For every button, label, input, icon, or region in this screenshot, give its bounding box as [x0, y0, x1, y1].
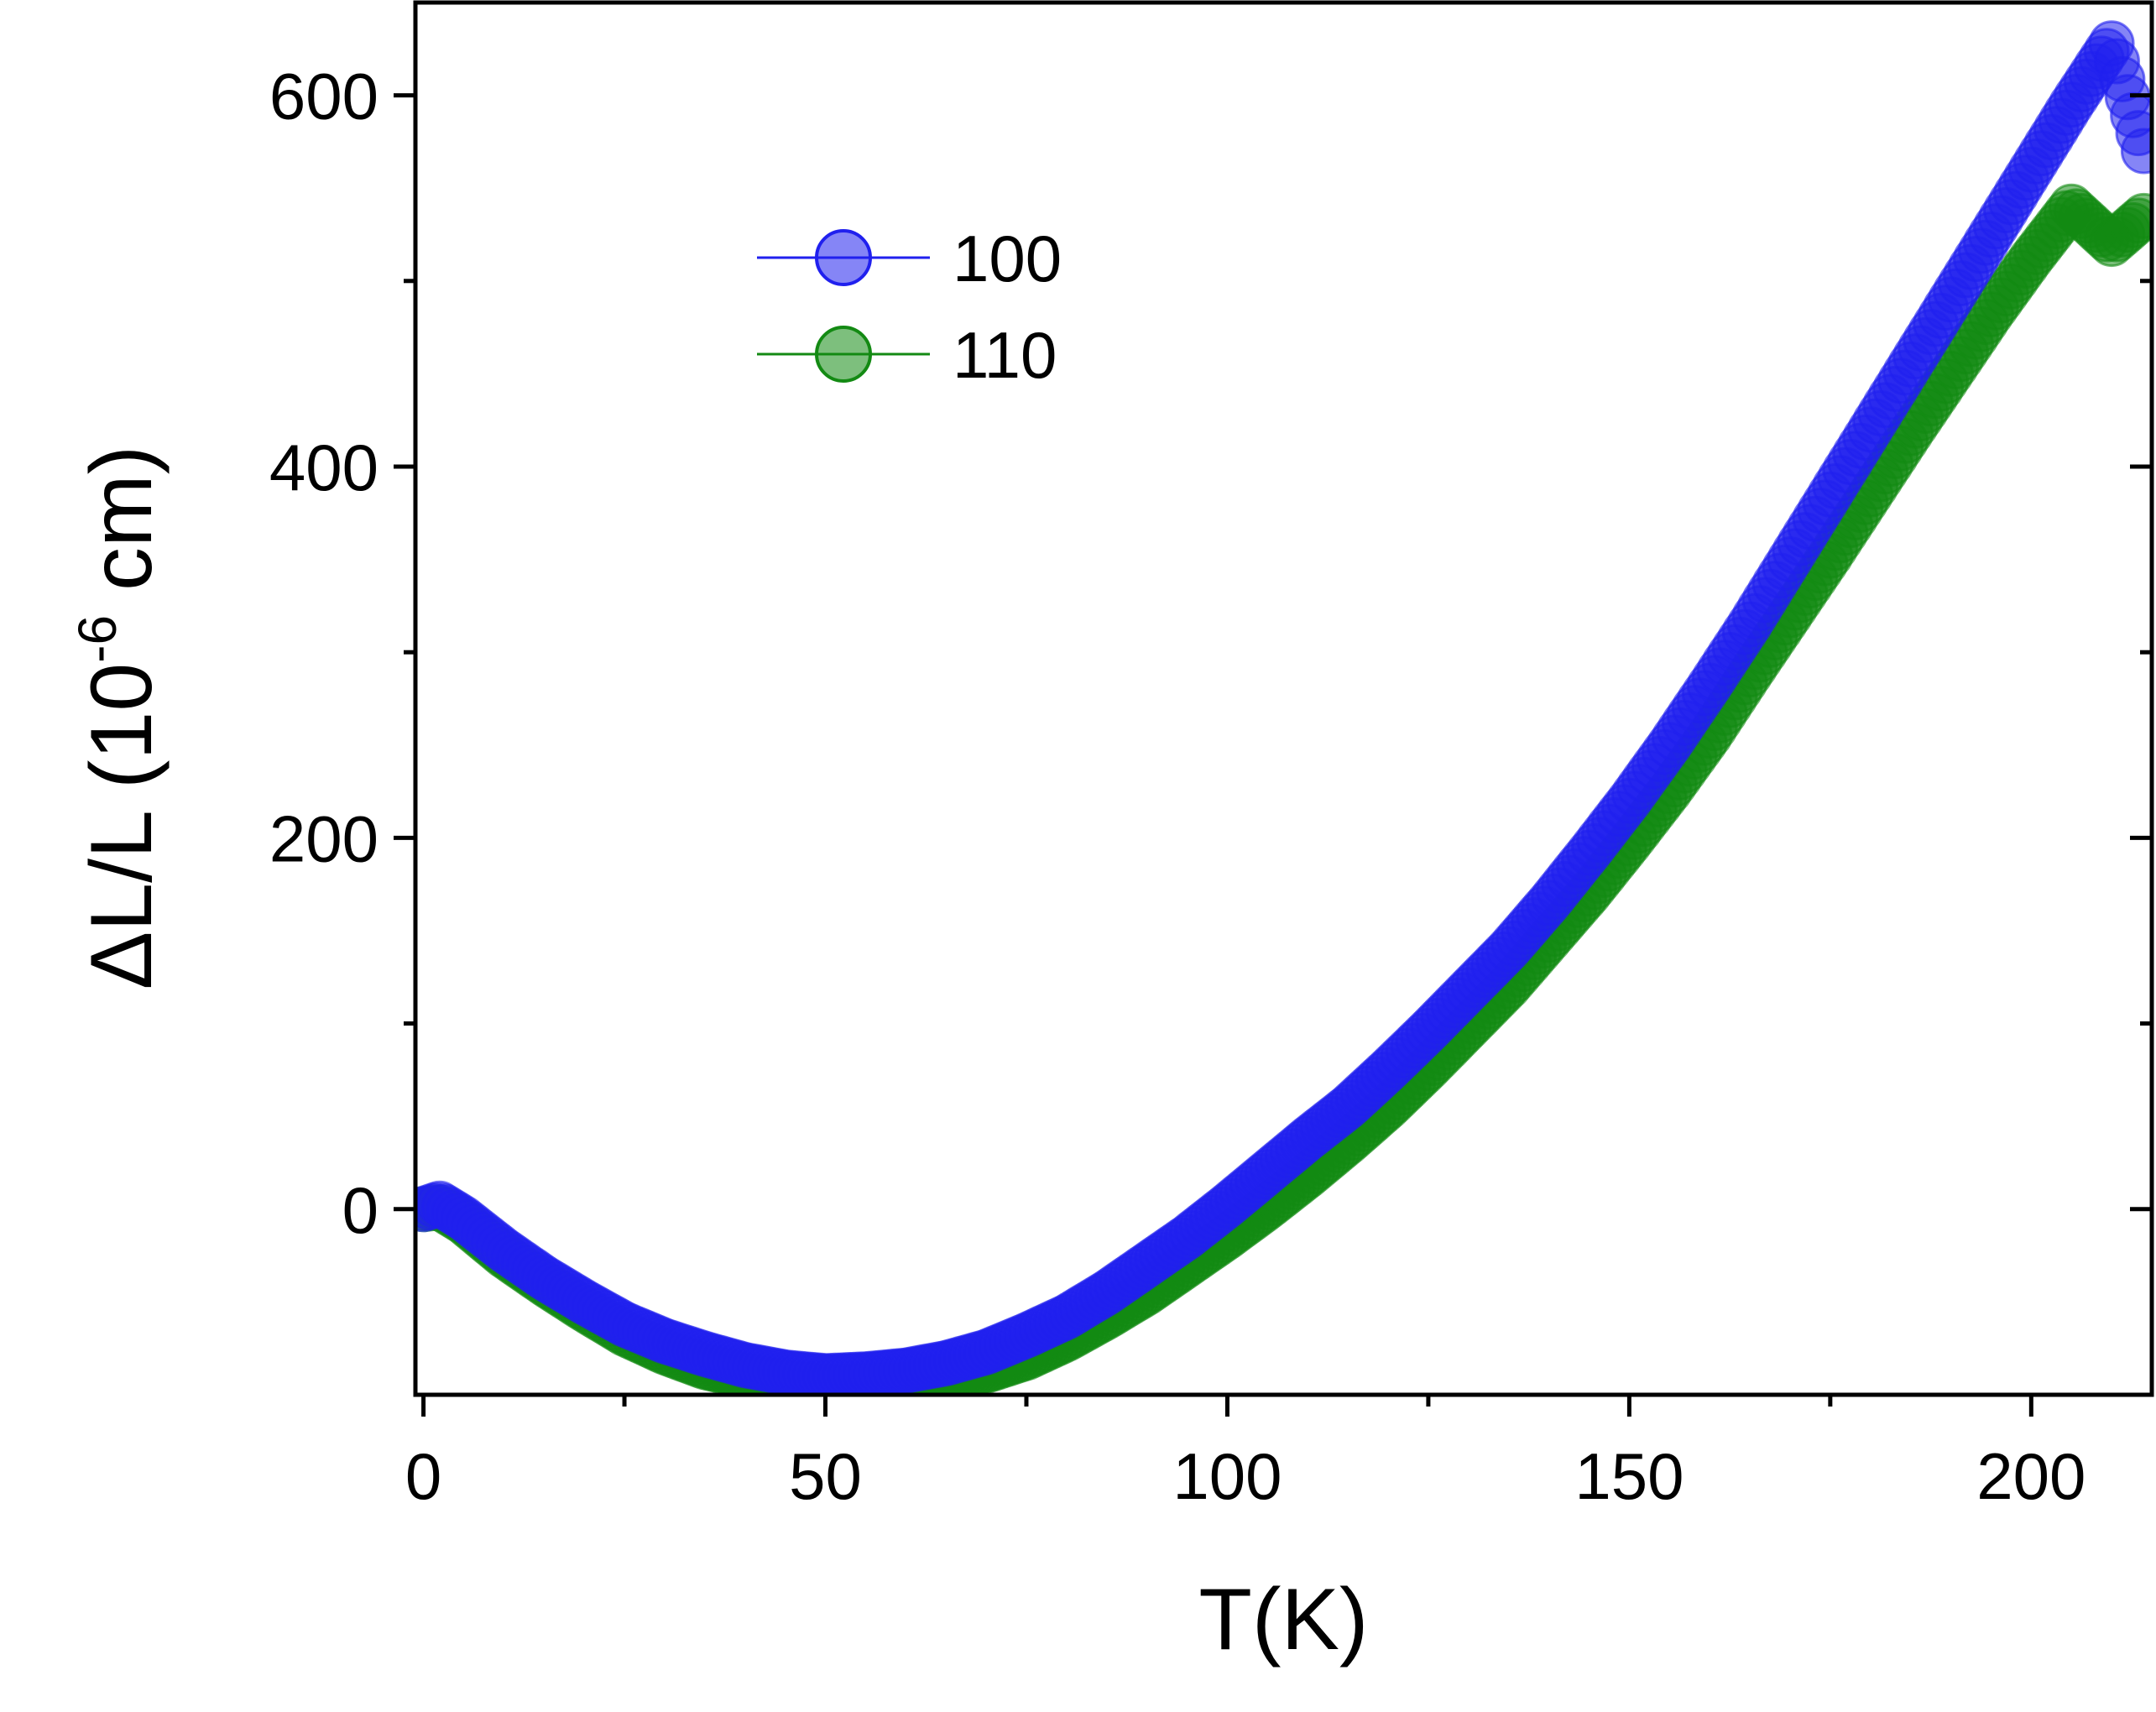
legend-label: 100 [953, 222, 1062, 295]
x-axis-title: T(K) [1198, 1571, 1368, 1668]
legend-item-100: 100 [757, 222, 1062, 295]
x-tick-label: 100 [1172, 1439, 1282, 1513]
legend-item-110: 110 [757, 318, 1057, 392]
series-layer [415, 20, 2152, 1395]
y-axis-title: ΔL/L (10-6 cm) [67, 446, 170, 989]
series-100 [415, 20, 2152, 1395]
legend-marker [815, 326, 872, 383]
y-tick-label: 400 [269, 431, 378, 504]
x-tick-label: 150 [1574, 1439, 1684, 1513]
x-tick-label: 0 [405, 1439, 441, 1513]
data-point-100 [2120, 128, 2152, 175]
y-axis-title-exponent: -6 [67, 615, 128, 663]
x-tick-label: 200 [1976, 1439, 2086, 1513]
y-tick-label: 200 [269, 801, 378, 875]
legend-label: 110 [953, 318, 1057, 392]
y-axis-title-tail: cm) [73, 446, 170, 615]
x-tick-label: 50 [789, 1439, 862, 1513]
tick-layer [394, 93, 2152, 1417]
y-tick-label: 0 [342, 1173, 378, 1247]
data-point-110 [2120, 192, 2152, 239]
plot-frame [413, 0, 2154, 1397]
y-axis-title-main: ΔL/L (10 [73, 663, 170, 989]
label-layer: 0 50 100 150 200 0 200 400 600 [269, 60, 2086, 1513]
y-tick-label: 600 [269, 60, 378, 133]
legend-marker [815, 229, 872, 286]
